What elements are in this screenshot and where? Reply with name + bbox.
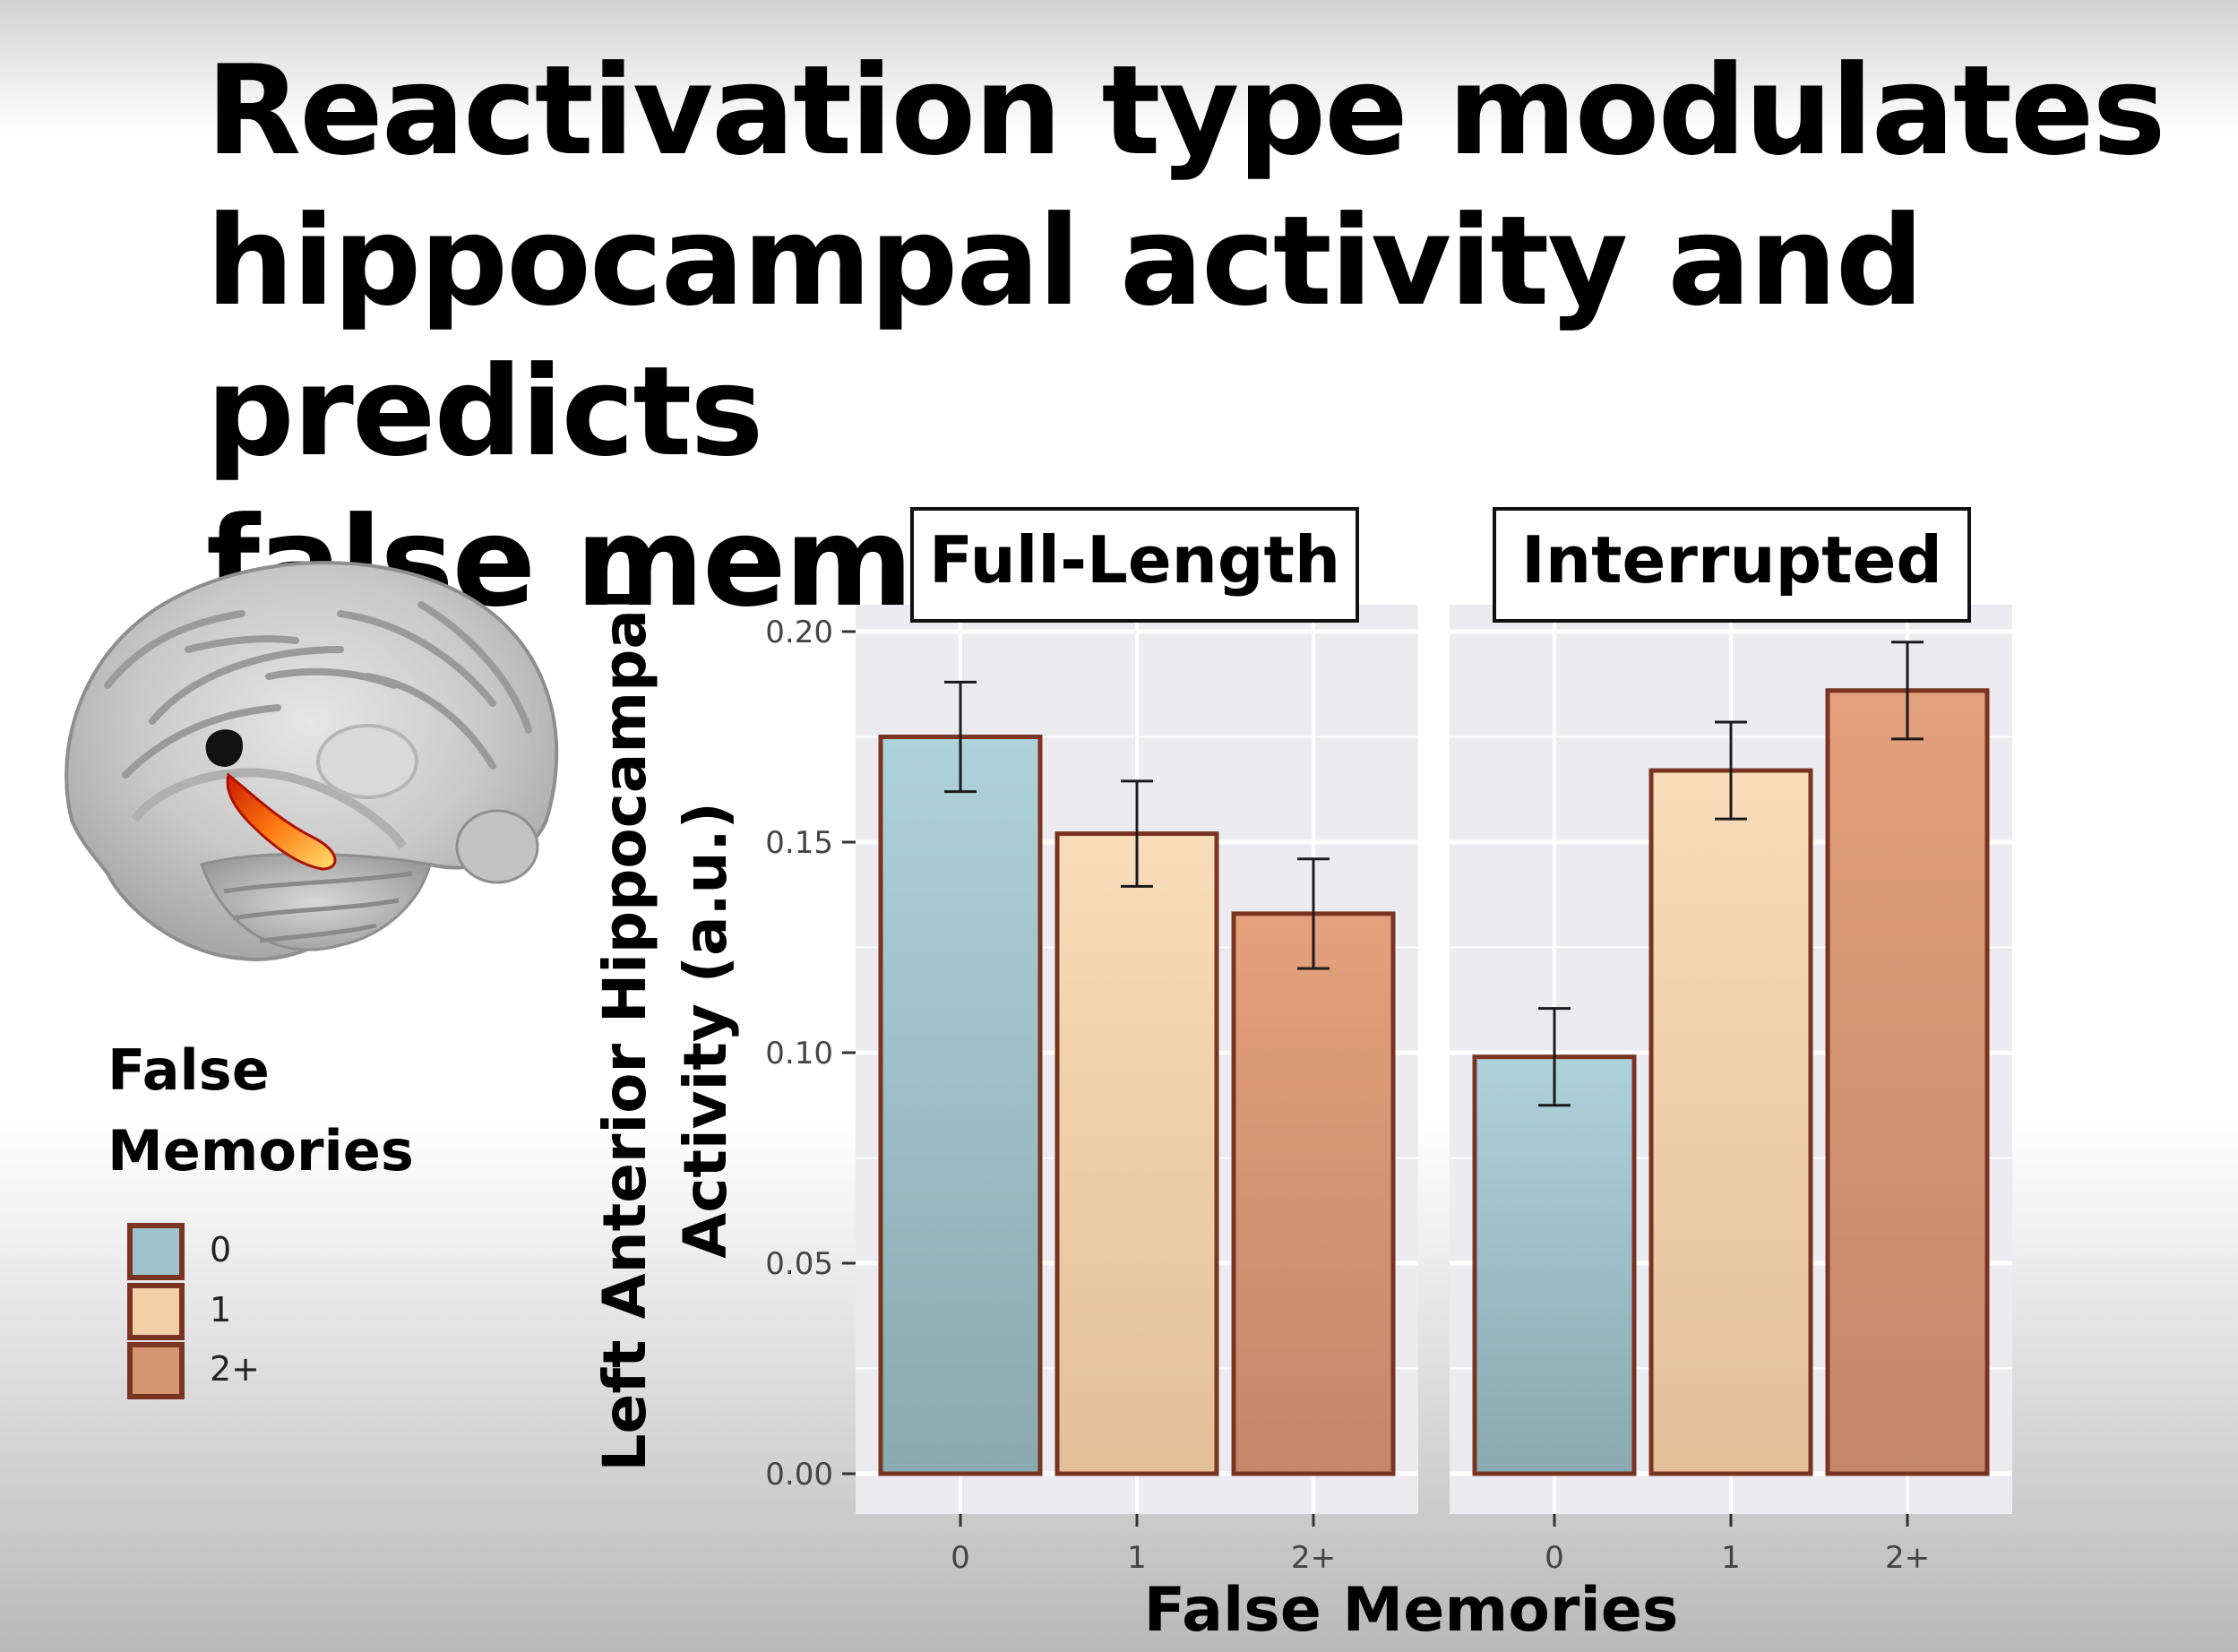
y-tick-label: 0.00 (765, 1457, 833, 1493)
legend-item: 1 (127, 1283, 396, 1340)
legend-swatch (127, 1223, 185, 1280)
legend-label: 1 (210, 1290, 232, 1329)
facet-header-title: Full-Length (929, 522, 1340, 598)
y-tick-label: 0.15 (765, 825, 833, 861)
y-tick-label: 0.20 (765, 615, 833, 650)
bar (1231, 911, 1396, 1476)
chart-legend: False Memories 0 1 2+ (108, 1030, 484, 1407)
bar (1472, 1054, 1637, 1476)
bar (1825, 688, 1990, 1476)
legend-item: 2+ (127, 1342, 396, 1399)
slide-title-line: hippocampal activity and predicts (206, 189, 1924, 484)
legend-title: False Memories (108, 1030, 484, 1192)
x-axis-title: False Memories (1144, 1575, 1679, 1646)
x-tick-label: 2+ (1291, 1540, 1336, 1576)
bar (878, 735, 1043, 1476)
legend-title-line: Memories (108, 1118, 414, 1183)
legend-swatch (127, 1342, 185, 1399)
facet-header-title: Interrupted (1521, 522, 1942, 598)
legend-swatch (127, 1283, 185, 1340)
brain-outline (65, 561, 559, 961)
y-axis-title: Left Anterior Hippocampal Activity (a.u.) (590, 589, 740, 1471)
facet-header-box (910, 507, 1359, 623)
legend-title-line: False (108, 1037, 270, 1103)
brain-mri-image (65, 561, 559, 961)
y-tick-label: 0.10 (765, 1036, 833, 1071)
bar (1054, 831, 1219, 1476)
legend-label: 2+ (210, 1349, 261, 1389)
ventricle-shape (205, 729, 243, 767)
x-tick-label: 0 (1545, 1540, 1564, 1576)
bar (1648, 768, 1813, 1476)
facet-header-box (1493, 507, 1971, 623)
legend-label: 0 (210, 1230, 232, 1269)
legend-item: 0 (127, 1223, 396, 1280)
x-tick-label: 2+ (1885, 1540, 1930, 1576)
x-tick-label: 0 (951, 1540, 970, 1576)
x-tick-label: 1 (1127, 1540, 1147, 1576)
y-axis-title-line: Activity (a.u.) (671, 802, 740, 1259)
slide-title-line: Reactivation type modulates (206, 39, 2166, 183)
y-tick-label: 0.05 (765, 1246, 833, 1282)
x-tick-label: 1 (1721, 1540, 1741, 1576)
y-axis-title-line: Left Anterior Hippocampal (590, 589, 659, 1471)
hippocampus-highlight (226, 772, 337, 871)
